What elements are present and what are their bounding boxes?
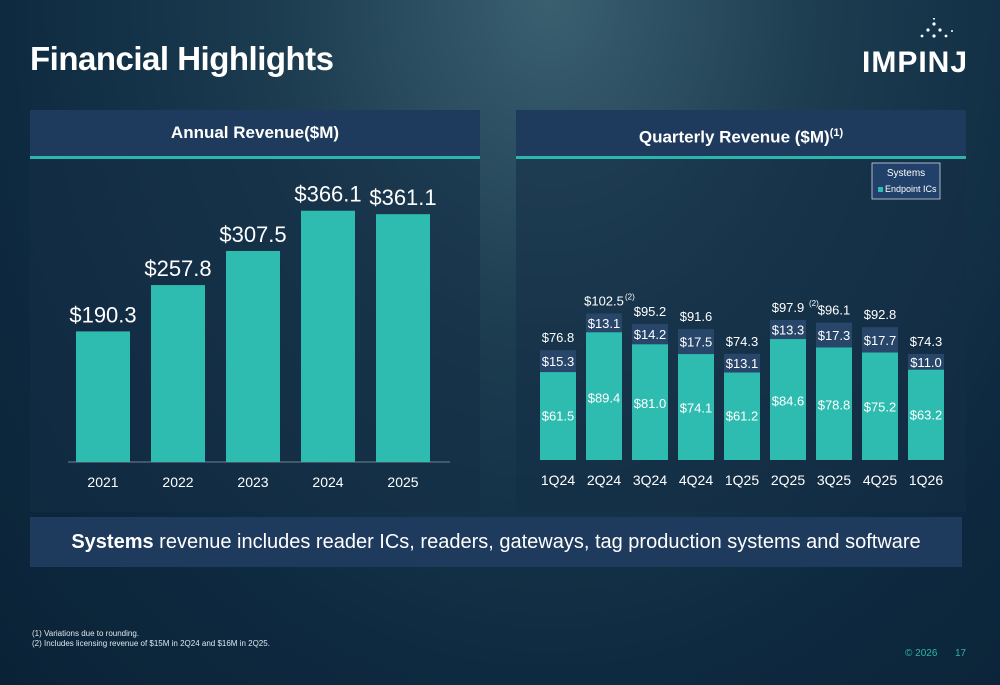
bar-label-2023: $307.5 bbox=[219, 222, 286, 247]
systems-label-2Q25: $13.3 bbox=[772, 323, 805, 338]
endpoint-label-1Q26: $63.2 bbox=[910, 407, 943, 422]
systems-label-1Q25: $13.1 bbox=[726, 356, 759, 371]
endpoint-label-2Q24: $89.4 bbox=[588, 390, 621, 405]
chart-legend: Systems Endpoint ICs bbox=[871, 162, 941, 200]
systems-note-banner: Systems revenue includes reader ICs, rea… bbox=[30, 517, 962, 567]
annual-revenue-panel: Annual Revenue($M) $190.3 2021 $257.8 2022 $… bbox=[30, 110, 480, 512]
x-tick-4Q25: 4Q25 bbox=[863, 472, 897, 488]
systems-bar-3Q24 bbox=[632, 323, 668, 345]
systems-label-3Q24: $14.2 bbox=[634, 327, 667, 342]
x-tick-3Q25: 3Q25 bbox=[817, 472, 851, 488]
systems-bar-1Q25 bbox=[724, 353, 760, 373]
bar-label-2022: $257.8 bbox=[144, 256, 211, 281]
bar-2021 bbox=[76, 331, 130, 462]
endpoint-label-4Q25: $75.2 bbox=[864, 400, 897, 415]
total-note-2Q25: (2) bbox=[809, 299, 819, 308]
endpoint-bar-1Q24 bbox=[540, 372, 576, 460]
systems-label-1Q24: $15.3 bbox=[542, 354, 575, 369]
endpoint-bar-2Q24 bbox=[586, 332, 622, 460]
systems-bar-3Q25 bbox=[816, 322, 852, 348]
endpoint-bar-3Q24 bbox=[632, 344, 668, 460]
systems-bar-1Q24 bbox=[540, 350, 576, 373]
systems-bar-2Q24 bbox=[586, 313, 622, 333]
footnote-2: (2) Includes licensing revenue of $15M i… bbox=[32, 639, 270, 648]
endpoint-bar-1Q25 bbox=[724, 372, 760, 460]
banner-bold: Systems bbox=[71, 531, 154, 553]
x-tick-1Q25: 1Q25 bbox=[725, 472, 759, 488]
logo-dots-icon bbox=[920, 18, 953, 38]
endpoint-label-1Q25: $61.2 bbox=[726, 409, 759, 424]
x-tick-2022: 2022 bbox=[162, 474, 193, 490]
x-tick-2023: 2023 bbox=[237, 474, 268, 490]
endpoint-label-4Q24: $74.1 bbox=[680, 400, 713, 415]
bar-2022 bbox=[151, 285, 205, 462]
legend-endpoint-swatch bbox=[878, 187, 883, 192]
endpoint-bar-4Q25 bbox=[862, 352, 898, 460]
endpoint-bar-2Q25 bbox=[770, 339, 806, 460]
systems-bar-1Q26 bbox=[908, 353, 944, 370]
systems-label-1Q26: $11.0 bbox=[910, 355, 942, 370]
total-label-1Q25: $74.3 bbox=[726, 334, 759, 349]
x-tick-2024: 2024 bbox=[312, 474, 343, 490]
bar-label-2021: $190.3 bbox=[69, 302, 136, 327]
total-label-2Q24: $102.5 bbox=[584, 293, 624, 308]
total-label-2Q25: $97.9 bbox=[772, 300, 805, 315]
x-tick-4Q24: 4Q24 bbox=[679, 472, 713, 488]
endpoint-label-1Q24: $61.5 bbox=[542, 408, 575, 423]
quarterly-revenue-chart: Systems Endpoint ICs $61.5 $15.3 $76.8 1Q24… bbox=[540, 162, 944, 488]
endpoint-bar-3Q25 bbox=[816, 347, 852, 460]
total-label-4Q25: $92.8 bbox=[864, 307, 897, 322]
copyright: © 2026 bbox=[905, 648, 938, 659]
annual-revenue-header: Annual Revenue($M) bbox=[30, 110, 480, 159]
systems-label-3Q25: $17.3 bbox=[818, 328, 851, 343]
total-label-1Q24: $76.8 bbox=[542, 330, 575, 345]
bar-label-2025: $361.1 bbox=[369, 185, 436, 210]
legend-systems: Systems bbox=[887, 168, 925, 179]
quarterly-header-note: (1) bbox=[829, 127, 844, 139]
quarterly-revenue-title: Quarterly Revenue ($M) bbox=[638, 127, 830, 147]
x-tick-2Q24: 2Q24 bbox=[587, 472, 621, 488]
endpoint-bar-1Q26 bbox=[908, 369, 944, 460]
bar-2024 bbox=[301, 210, 355, 462]
x-tick-3Q24: 3Q24 bbox=[633, 472, 667, 488]
total-label-4Q24: $91.6 bbox=[680, 309, 713, 324]
bar-label-2024: $366.1 bbox=[294, 182, 361, 207]
total-note-2Q24: (2) bbox=[625, 292, 635, 301]
systems-bar-2Q25 bbox=[770, 320, 806, 340]
legend-endpoint: Endpoint ICs bbox=[885, 184, 937, 194]
systems-bar-4Q24 bbox=[678, 329, 714, 355]
total-label-1Q26: $74.3 bbox=[910, 334, 943, 349]
logo-text: IMPINJ bbox=[862, 46, 969, 79]
total-label-3Q25: $96.1 bbox=[818, 303, 851, 318]
systems-bar-4Q25 bbox=[862, 327, 898, 353]
quarterly-revenue-header: Quarterly Revenue ($M)(1) bbox=[516, 110, 966, 159]
systems-label-4Q24: $17.5 bbox=[680, 335, 713, 350]
impinj-logo: IMPINJ bbox=[862, 18, 972, 79]
quarterly-revenue-panel: Quarterly Revenue ($M)(1) Systems Endpoi… bbox=[516, 110, 966, 512]
x-tick-2021: 2021 bbox=[87, 474, 118, 490]
bar-2023 bbox=[226, 250, 280, 462]
endpoint-label-2Q25: $84.6 bbox=[772, 394, 805, 409]
x-tick-1Q26: 1Q26 bbox=[909, 472, 943, 488]
total-label-3Q24: $95.2 bbox=[634, 304, 667, 319]
page-title: Financial Highlights bbox=[30, 40, 334, 77]
x-tick-2025: 2025 bbox=[387, 474, 418, 490]
x-tick-2Q25: 2Q25 bbox=[771, 472, 805, 488]
systems-label-4Q25: $17.7 bbox=[864, 333, 897, 348]
x-tick-1Q24: 1Q24 bbox=[541, 472, 575, 488]
bar-2025 bbox=[376, 214, 430, 462]
endpoint-label-3Q24: $81.0 bbox=[634, 396, 667, 411]
endpoint-label-3Q25: $78.8 bbox=[818, 397, 851, 412]
banner-text: revenue includes reader ICs, readers, ga… bbox=[153, 531, 921, 553]
endpoint-bar-4Q24 bbox=[678, 354, 714, 460]
footnote-1: (1) Variations due to rounding. bbox=[32, 629, 140, 638]
systems-label-2Q24: $13.1 bbox=[588, 316, 621, 331]
page-number: 17 bbox=[955, 648, 967, 659]
annual-revenue-chart: $190.3 2021 $257.8 2022 $307.5 2023 $366.1 2024… bbox=[68, 182, 450, 490]
